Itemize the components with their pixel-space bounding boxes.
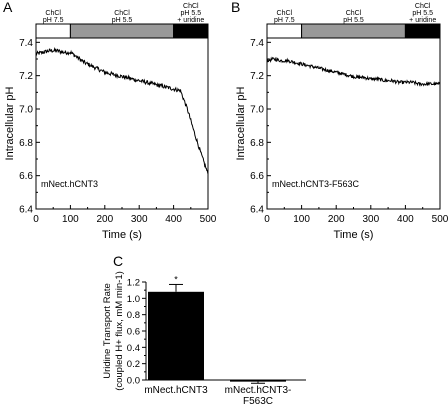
- y-tick-label: 6.8: [250, 138, 264, 149]
- bar: [148, 291, 204, 380]
- condition-label: pH 7.5: [43, 17, 64, 24]
- category-label: mNect.hCNT3: [144, 385, 208, 396]
- y-tick-label: 7.2: [19, 71, 33, 82]
- y-axis-title: Uridine Transport Rate: [102, 283, 113, 379]
- trace-label: mNect.hCNT3: [41, 179, 98, 189]
- y-tick-label: 0.4: [127, 343, 140, 354]
- ph-trace: [266, 56, 441, 87]
- condition-label: pH 5.5: [180, 10, 201, 17]
- x-tick-label: 200: [96, 214, 113, 225]
- y-tick-label: 0.0: [127, 376, 140, 387]
- condition-bar-segment: [69, 23, 175, 39]
- x-axis-title: Time (s): [102, 229, 142, 241]
- condition-label: ChCl: [183, 3, 199, 10]
- y-tick-label: 7.2: [250, 71, 264, 82]
- condition-label: ChCl: [346, 10, 362, 17]
- y-tick-label: 7.4: [250, 38, 264, 49]
- y-axis-title: Intracellular pH: [235, 86, 247, 160]
- y-tick-label: 7.4: [19, 38, 33, 49]
- condition-label: ChCl: [415, 3, 431, 10]
- condition-label: pH 7.5: [274, 17, 295, 24]
- condition-label: pH 5.5: [412, 10, 433, 17]
- condition-label: ChCl: [45, 10, 61, 17]
- condition-label: + uridine: [409, 17, 436, 24]
- trace-label: mNect.hCNT3-F563C: [272, 179, 360, 189]
- y-tick-label: 6.4: [19, 205, 33, 216]
- x-tick-label: 300: [362, 214, 379, 225]
- condition-bar-segment: [35, 23, 71, 39]
- x-tick-label: 200: [328, 214, 345, 225]
- condition-label: + uridine: [177, 17, 204, 24]
- significance-marker: *: [174, 274, 178, 284]
- y-tick-label: 1.0: [127, 294, 140, 305]
- x-tick-label: 300: [131, 214, 148, 225]
- x-tick-label: 500: [200, 214, 217, 225]
- panel-c: C 0.0 0.2 0.4 0.6 0.8 1.0 1.2 Uridine Transport …: [102, 253, 306, 407]
- y-tick-label: 0.8: [127, 310, 140, 321]
- y-tick-label: 6.8: [19, 138, 33, 149]
- ph-trace: [35, 46, 209, 174]
- condition-label: ChCl: [114, 10, 130, 17]
- condition-bar-segment: [266, 23, 303, 39]
- x-tick-label: 400: [165, 214, 182, 225]
- x-tick-label: 400: [397, 214, 414, 225]
- condition-label: pH 5.5: [343, 17, 364, 24]
- y-tick-label: 0.6: [127, 327, 140, 338]
- y-tick-label: 6.6: [250, 171, 264, 182]
- condition-bar-segment: [301, 23, 406, 39]
- y-tick-label: 7.0: [19, 105, 33, 116]
- x-tick-label: 100: [293, 214, 310, 225]
- condition-label: ChCl: [277, 10, 293, 17]
- category-label: F563C: [243, 396, 273, 407]
- y-tick-label: 6.4: [250, 205, 264, 216]
- bar: [230, 380, 286, 382]
- y-tick-label: 6.6: [19, 171, 33, 182]
- x-tick-label: 100: [62, 214, 79, 225]
- y-tick-label: 1.2: [127, 278, 140, 289]
- condition-bar-segment: [404, 23, 441, 39]
- x-tick-label: 0: [33, 214, 39, 225]
- condition-label: pH 5.5: [112, 17, 133, 24]
- panel-letter: A: [3, 0, 13, 15]
- x-tick-label: 0: [264, 214, 270, 225]
- x-tick-label: 500: [432, 214, 448, 225]
- panel-letter: C: [113, 253, 123, 269]
- y-axis-title: (coupled H+ flux, mM min-1): [114, 271, 125, 391]
- y-tick-label: 7.0: [250, 105, 264, 116]
- panel-letter: B: [231, 0, 240, 15]
- y-axis-title: Intracellular pH: [4, 86, 16, 160]
- x-axis-title: Time (s): [334, 229, 374, 241]
- category-label: mNect.hCNT3-: [225, 385, 292, 396]
- condition-bar-segment: [173, 23, 209, 39]
- y-tick-label: 0.2: [127, 359, 140, 370]
